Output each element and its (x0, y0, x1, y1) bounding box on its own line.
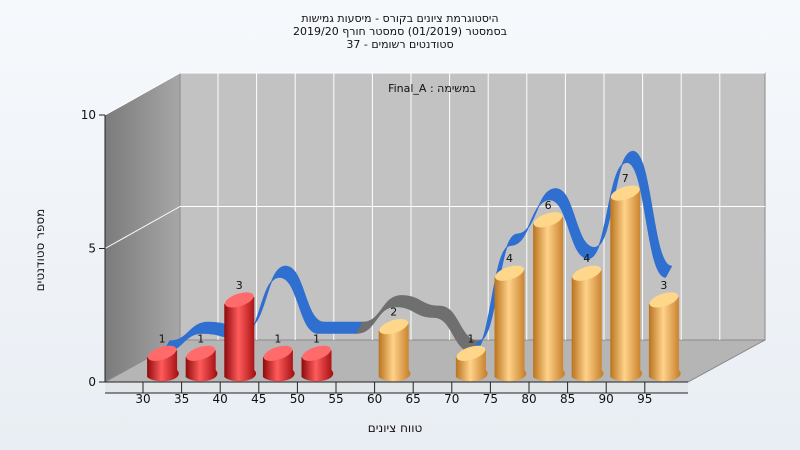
bar (185, 345, 218, 382)
data-label: 3 (236, 279, 243, 292)
x-tick-label: 85 (560, 392, 575, 406)
data-label: 1 (159, 332, 166, 345)
data-label: 4 (583, 252, 590, 265)
bar (648, 292, 681, 382)
bar-top (533, 212, 563, 228)
x-tick-label: 55 (328, 392, 343, 406)
bar-body (494, 270, 527, 382)
bar (262, 345, 295, 382)
bar-top (379, 319, 409, 335)
data-label: 1 (274, 332, 281, 345)
bar (571, 265, 604, 382)
x-tick-label: 75 (483, 392, 498, 406)
bar (301, 345, 334, 382)
data-labels: 1 1 3 1 1 2 1 4 6 4 7 3 (159, 172, 668, 345)
bars (147, 185, 681, 382)
bar-top (572, 265, 602, 281)
bar-body (533, 216, 565, 382)
chart-title: היסטוגרמת ציונים בקורס - מיסעות גמישות ב… (293, 12, 507, 51)
y-tick-label: 10 (81, 108, 96, 122)
data-label: 3 (660, 279, 667, 292)
data-label: 1 (313, 332, 320, 345)
floor-front-edge (105, 382, 688, 393)
x-tick-label: 35 (174, 392, 189, 406)
bar-top (263, 345, 293, 361)
bar-body (610, 190, 643, 382)
x-tick-label: 80 (521, 392, 536, 406)
data-label: 4 (506, 252, 513, 265)
bar (610, 185, 643, 382)
bar-body (224, 296, 257, 382)
bar (378, 319, 411, 382)
data-label: 2 (390, 306, 397, 319)
x-tick-label: 45 (251, 392, 266, 406)
x-tick-label: 90 (599, 392, 614, 406)
x-tick-label: 60 (367, 392, 382, 406)
y-axis-title: מספר סטודנטים (33, 209, 47, 292)
y-tick-label: 5 (88, 242, 96, 256)
title-line-3: סטודנטים רשומים - 37 (346, 38, 453, 51)
data-label: 1 (197, 332, 204, 345)
x-axis-title: טווח ציונים (368, 421, 423, 435)
bar-top (224, 292, 254, 308)
x-tick-label: 65 (406, 392, 421, 406)
bar-top (147, 345, 177, 361)
bar-body (378, 323, 411, 382)
grid-line-diagonal (104, 206, 181, 249)
x-tick-label: 30 (135, 392, 150, 406)
grid-line-diagonal (104, 72, 181, 116)
data-label: 1 (467, 332, 474, 345)
bar-top (610, 185, 640, 201)
title-line-1: היסטוגרמת ציונים בקורס - מיסעות גמישות (301, 12, 498, 25)
bar-top (186, 345, 216, 361)
data-label: 7 (622, 172, 629, 185)
curve-segment (626, 150, 673, 278)
bar-body (648, 296, 681, 382)
x-tick-label: 40 (213, 392, 228, 406)
bar (455, 345, 488, 382)
curve-segment (317, 321, 364, 334)
axes: 0 5 10 30 35 40 45 50 55 60 65 70 75 80 85 90 95 (81, 108, 688, 406)
x-tick-label: 95 (637, 392, 652, 406)
bar-top (649, 292, 679, 308)
bar (224, 292, 257, 382)
bar-top (302, 345, 331, 361)
chart-annotation: Final_A : במשימה (388, 82, 476, 95)
title-line-2: בסמסטר (01/2019) סמסטר חורף 2019/20 (293, 25, 507, 38)
bar-body (571, 270, 604, 382)
data-label: 6 (545, 199, 552, 212)
bar (494, 265, 527, 382)
y-tick-label: 0 (88, 375, 96, 389)
bar (147, 345, 179, 382)
grid-lines (104, 72, 765, 340)
bar-top (456, 345, 486, 361)
bar (533, 212, 565, 382)
x-tick-label: 50 (290, 392, 305, 406)
bar-top (495, 265, 524, 281)
x-tick-label: 70 (444, 392, 459, 406)
